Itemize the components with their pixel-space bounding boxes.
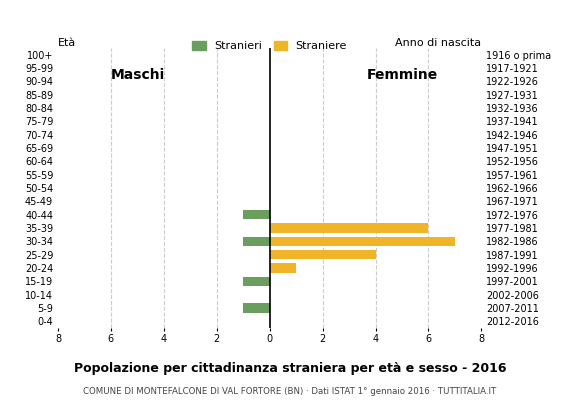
Bar <box>243 237 270 246</box>
Legend: Stranieri, Straniere: Stranieri, Straniere <box>188 37 351 56</box>
Bar <box>243 303 270 313</box>
Bar <box>243 210 270 219</box>
Text: Maschi: Maschi <box>110 68 165 82</box>
Text: Femmine: Femmine <box>367 68 438 82</box>
Text: COMUNE DI MONTEFALCONE DI VAL FORTORE (BN) · Dati ISTAT 1° gennaio 2016 · TUTTIT: COMUNE DI MONTEFALCONE DI VAL FORTORE (B… <box>84 387 496 396</box>
Bar <box>243 277 270 286</box>
Text: Età: Età <box>58 38 76 48</box>
Text: Anno di nascita: Anno di nascita <box>396 38 481 48</box>
Bar <box>270 223 429 233</box>
Bar <box>270 250 376 259</box>
Bar <box>270 237 455 246</box>
Text: Popolazione per cittadinanza straniera per età e sesso - 2016: Popolazione per cittadinanza straniera p… <box>74 362 506 375</box>
Bar <box>270 263 296 273</box>
